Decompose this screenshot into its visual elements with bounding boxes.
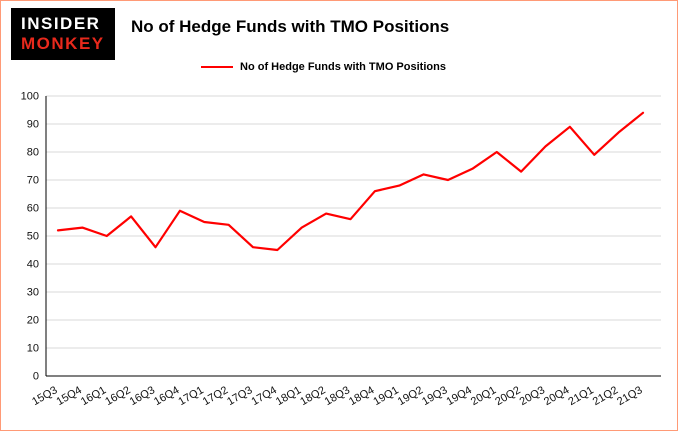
x-axis-tick-label: 18Q1 — [274, 384, 303, 408]
x-axis-tick-label: 20Q4 — [542, 384, 571, 408]
x-axis-tick-label: 21Q3 — [615, 384, 644, 408]
y-axis-tick-label: 10 — [27, 343, 39, 355]
x-axis-tick-label: 19Q4 — [445, 384, 474, 408]
logo-text-insider: INSIDER — [21, 14, 101, 33]
x-axis-tick-label: 18Q4 — [347, 384, 376, 408]
y-axis-tick-label: 0 — [33, 371, 39, 383]
y-axis-tick-label: 90 — [27, 119, 39, 131]
x-axis-tick-label: 20Q3 — [518, 384, 547, 408]
y-axis-tick-label: 100 — [21, 91, 39, 103]
x-axis-tick-label: 15Q4 — [55, 384, 84, 408]
x-axis-tick-label: 17Q1 — [176, 384, 205, 408]
chart-legend: No of Hedge Funds with TMO Positions — [201, 61, 446, 73]
y-axis-tick-label: 60 — [27, 203, 39, 215]
x-axis-tick-label: 19Q1 — [371, 384, 400, 408]
y-axis-tick-label: 40 — [27, 259, 39, 271]
x-axis-tick-label: 20Q1 — [469, 384, 498, 408]
legend-line-swatch — [201, 66, 233, 68]
x-axis-tick-label: 15Q3 — [30, 384, 59, 408]
x-axis-tick-label: 17Q3 — [225, 384, 254, 408]
insider-monkey-logo: INSIDER MONKEY — [11, 8, 115, 61]
x-axis-tick-label: 19Q2 — [396, 384, 425, 408]
logo-text-monkey: MONKEY — [21, 33, 105, 53]
line-chart: 010203040506070809010015Q315Q416Q116Q216… — [21, 91, 661, 408]
y-axis-tick-label: 30 — [27, 287, 39, 299]
x-axis-tick-label: 20Q2 — [493, 384, 522, 408]
x-axis-tick-label: 16Q2 — [103, 384, 132, 408]
x-axis-tick-label: 21Q2 — [591, 384, 620, 408]
y-axis-tick-label: 70 — [27, 175, 39, 187]
x-axis-tick-label: 16Q3 — [128, 384, 157, 408]
x-axis-tick-label: 21Q1 — [566, 384, 595, 408]
chart-title: No of Hedge Funds with TMO Positions — [131, 17, 450, 36]
x-axis-tick-label: 16Q4 — [152, 384, 181, 408]
x-axis-tick-label: 17Q4 — [250, 384, 279, 408]
x-axis-tick-label: 18Q3 — [323, 384, 352, 408]
series-line — [56, 111, 645, 252]
x-axis-tick-label: 16Q1 — [79, 384, 108, 408]
x-axis-tick-label: 19Q3 — [420, 384, 449, 408]
x-axis-tick-label: 18Q2 — [298, 384, 327, 408]
y-axis-tick-label: 50 — [27, 231, 39, 243]
y-axis-tick-label: 80 — [27, 147, 39, 159]
x-axis-tick-label: 17Q2 — [201, 384, 230, 408]
y-axis-tick-label: 20 — [27, 315, 39, 327]
legend-label: No of Hedge Funds with TMO Positions — [240, 61, 446, 73]
